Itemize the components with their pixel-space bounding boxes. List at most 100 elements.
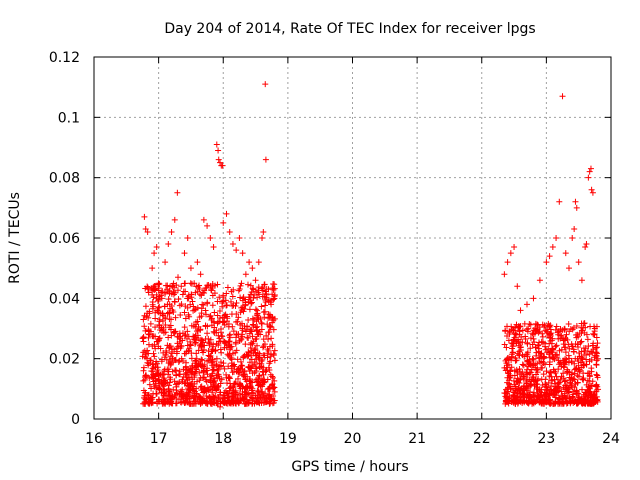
data-point-marker bbox=[550, 391, 557, 398]
data-point-marker bbox=[213, 141, 220, 148]
data-point-marker bbox=[161, 377, 168, 384]
data-point-marker bbox=[271, 357, 278, 364]
data-point-marker bbox=[145, 341, 152, 348]
data-point-marker bbox=[141, 323, 148, 330]
data-point-marker bbox=[519, 361, 526, 368]
data-point-marker bbox=[209, 302, 216, 309]
data-point-marker bbox=[186, 386, 193, 393]
data-point-marker bbox=[210, 318, 217, 325]
data-point-marker bbox=[238, 362, 245, 369]
data-point-marker bbox=[188, 294, 195, 301]
data-point-marker bbox=[192, 357, 199, 364]
data-point-marker bbox=[158, 358, 165, 365]
data-point-marker bbox=[268, 301, 275, 308]
data-point-marker bbox=[162, 329, 169, 336]
data-point-marker bbox=[556, 198, 563, 205]
data-point-marker bbox=[233, 347, 240, 354]
data-point-marker bbox=[228, 365, 235, 372]
y-tick-label: 0.02 bbox=[49, 352, 80, 368]
data-point-marker bbox=[212, 392, 219, 399]
data-point-marker bbox=[540, 371, 547, 378]
data-point-marker bbox=[164, 301, 171, 308]
data-point-marker bbox=[220, 293, 227, 300]
data-point-marker bbox=[547, 369, 554, 376]
data-point-marker bbox=[161, 290, 168, 297]
data-point-marker bbox=[182, 288, 189, 295]
data-point-marker bbox=[247, 375, 254, 382]
data-point-marker bbox=[560, 399, 567, 406]
data-point-marker bbox=[181, 324, 188, 331]
data-point-marker bbox=[171, 298, 178, 305]
data-point-marker bbox=[510, 336, 517, 343]
data-point-marker bbox=[175, 371, 182, 378]
data-point-marker bbox=[171, 346, 178, 353]
data-point-marker bbox=[568, 374, 575, 381]
data-point-marker bbox=[175, 380, 182, 387]
data-point-marker bbox=[586, 351, 593, 358]
data-point-marker bbox=[246, 294, 253, 301]
data-point-marker bbox=[236, 235, 243, 241]
data-point-marker bbox=[202, 307, 209, 314]
data-point-marker bbox=[191, 280, 198, 287]
y-tick-label: 0.12 bbox=[49, 50, 80, 66]
data-point-marker bbox=[568, 359, 575, 366]
data-point-marker bbox=[240, 308, 247, 315]
data-point-marker bbox=[530, 295, 537, 302]
data-point-marker bbox=[516, 342, 523, 349]
data-point-marker bbox=[535, 341, 542, 348]
data-point-marker bbox=[505, 337, 512, 344]
data-point-marker bbox=[556, 399, 563, 406]
data-point-marker bbox=[155, 296, 162, 303]
data-point-marker bbox=[269, 291, 276, 298]
data-point-marker bbox=[511, 389, 518, 396]
data-point-marker bbox=[245, 334, 252, 341]
data-point-marker bbox=[527, 380, 534, 387]
data-point-marker bbox=[267, 371, 274, 378]
data-point-marker bbox=[150, 350, 157, 357]
data-point-marker bbox=[571, 225, 578, 232]
data-point-marker bbox=[242, 341, 249, 348]
data-point-marker bbox=[570, 348, 577, 355]
data-point-marker bbox=[152, 377, 159, 384]
data-point-marker bbox=[561, 364, 568, 371]
data-point-marker bbox=[246, 259, 253, 266]
data-point-marker bbox=[213, 340, 220, 347]
data-point-marker bbox=[187, 382, 194, 389]
data-point-marker bbox=[534, 390, 541, 397]
data-point-marker bbox=[207, 336, 214, 343]
data-point-marker bbox=[587, 392, 594, 399]
data-point-marker bbox=[204, 358, 211, 365]
data-point-marker bbox=[188, 365, 195, 372]
data-point-marker bbox=[213, 400, 220, 407]
data-point-marker bbox=[198, 363, 205, 370]
data-point-marker bbox=[565, 385, 572, 392]
data-point-marker bbox=[537, 392, 544, 399]
data-point-marker bbox=[194, 378, 201, 385]
data-point-marker bbox=[145, 391, 152, 398]
data-point-marker bbox=[209, 362, 216, 369]
data-point-marker bbox=[255, 388, 262, 395]
data-point-marker bbox=[201, 374, 208, 381]
data-point-marker bbox=[244, 384, 251, 391]
data-point-marker bbox=[569, 343, 576, 350]
data-point-marker bbox=[221, 314, 228, 321]
data-point-marker bbox=[156, 303, 163, 310]
data-point-marker bbox=[176, 368, 183, 375]
data-point-marker bbox=[248, 347, 255, 354]
data-point-marker bbox=[260, 369, 267, 376]
y-tick-labels: 0 0.02 0.04 0.06 0.08 0.1 0.12 bbox=[49, 50, 80, 428]
data-point-marker bbox=[217, 346, 224, 353]
data-point-marker bbox=[546, 359, 553, 366]
data-point-marker bbox=[140, 316, 147, 323]
data-point-marker bbox=[252, 277, 259, 284]
data-point-marker bbox=[219, 162, 226, 169]
data-point-marker bbox=[245, 364, 252, 371]
data-point-marker bbox=[206, 395, 213, 402]
data-point-marker bbox=[268, 395, 275, 402]
data-point-marker bbox=[267, 396, 274, 403]
axis-ticks bbox=[93, 56, 612, 420]
data-point-marker bbox=[211, 290, 218, 297]
data-point-marker bbox=[247, 327, 254, 334]
data-point-marker bbox=[204, 323, 211, 330]
data-point-marker bbox=[254, 310, 261, 317]
